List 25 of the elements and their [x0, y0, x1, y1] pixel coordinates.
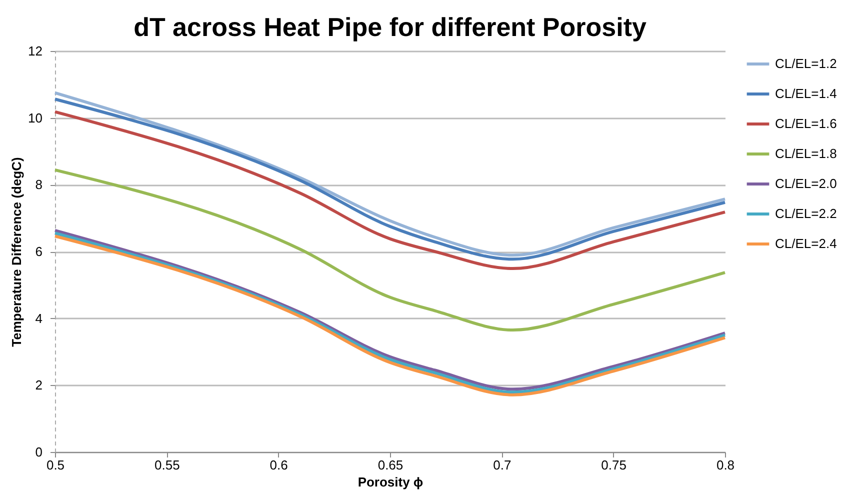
- x-tick-label: 0.6: [270, 458, 288, 472]
- y-tick-label: 2: [35, 378, 42, 393]
- x-tick-label: 0.8: [716, 458, 735, 472]
- legend-label: CL/EL=1.6: [775, 116, 837, 131]
- y-tick-label: 0: [35, 444, 42, 460]
- x-tick-label: 0.55: [154, 458, 180, 472]
- chart-title: dT across Heat Pipe for different Porosity: [134, 12, 647, 42]
- x-axis-title: Porosity ϕ: [358, 474, 424, 490]
- x-tick-label: 0.7: [493, 458, 512, 472]
- line-series: [54, 168, 726, 332]
- legend-label: CL/EL=2.2: [775, 206, 837, 221]
- y-tick-label: 8: [35, 177, 42, 192]
- legend-label: CL/EL=2.4: [775, 236, 837, 251]
- legend-label: CL/EL=1.4: [775, 86, 837, 101]
- y-axis-title: Temperature Difference (degC): [9, 157, 24, 347]
- legend-label: CL/EL=1.2: [775, 56, 837, 71]
- x-tick-label: 0.65: [378, 458, 404, 472]
- y-tick-label: 10: [28, 110, 42, 126]
- y-tick-label: 6: [35, 244, 42, 259]
- x-tick-label: 0.75: [601, 458, 626, 472]
- y-tick-label: 4: [35, 310, 42, 326]
- legend-label: CL/EL=2.0: [775, 176, 837, 191]
- y-tick-label: 12: [28, 44, 42, 58]
- legend-label: CL/EL=1.8: [775, 146, 837, 161]
- x-tick-label: 0.5: [46, 458, 65, 472]
